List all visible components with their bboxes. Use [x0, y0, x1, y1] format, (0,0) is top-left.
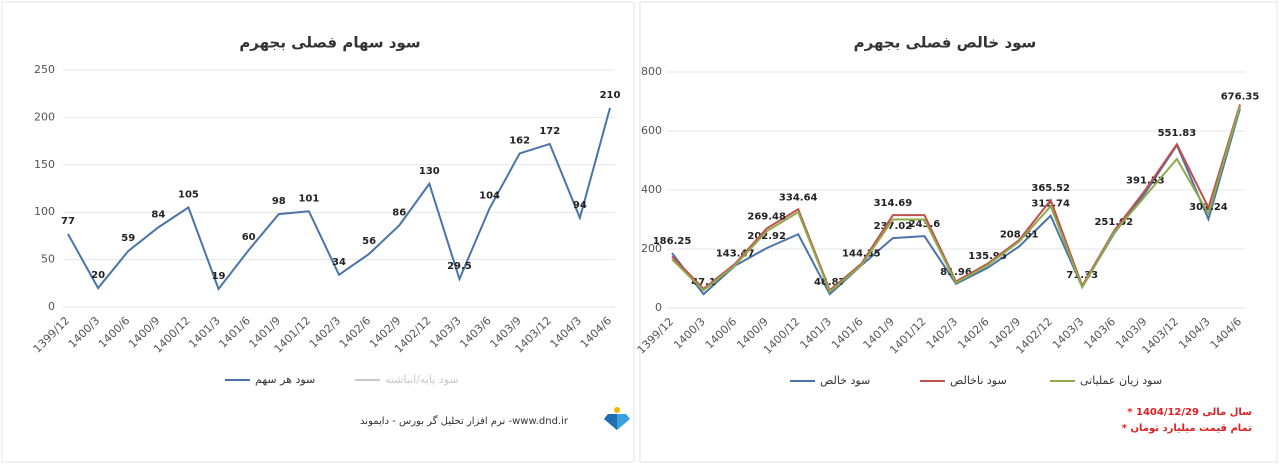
- data-label: 81.96: [940, 267, 972, 278]
- legend-label: سود خالص: [820, 374, 870, 387]
- x-tick-label: 1404/3: [1176, 315, 1213, 352]
- legend-label: سود پایه/انباشته: [385, 373, 459, 386]
- note: * سال مالی 1404/12/29: [1127, 407, 1252, 418]
- data-label: 243.6: [909, 219, 941, 230]
- data-label: 251.02: [1094, 217, 1133, 228]
- legend-label: سود زیان عملیاتی: [1080, 374, 1162, 387]
- data-label: 143.47: [716, 249, 755, 260]
- x-tick-label: 1404/6: [578, 314, 615, 351]
- data-label: 314.69: [874, 198, 913, 209]
- y-tick-label: 600: [641, 124, 662, 137]
- data-label: 186.25: [653, 236, 692, 247]
- x-tick-label: 1400/6: [703, 315, 740, 352]
- data-label: 77: [61, 216, 75, 227]
- data-label: 551.83: [1158, 128, 1197, 139]
- data-label: 210: [600, 90, 621, 101]
- x-tick-label: 1404/3: [548, 314, 585, 351]
- logo: [604, 407, 630, 430]
- x-tick-label: 1400/3: [671, 315, 708, 352]
- x-tick-label: 1402/6: [337, 314, 374, 351]
- data-label: 101: [298, 193, 319, 204]
- data-label: 312.74: [1031, 199, 1070, 210]
- x-tick-label: 1402/3: [924, 315, 961, 352]
- x-tick-label: 1400/3: [66, 314, 103, 351]
- y-tick-label: 150: [34, 158, 55, 171]
- y-tick-label: 200: [34, 110, 55, 123]
- data-label: 60: [242, 232, 256, 243]
- data-label: 47.1: [691, 277, 716, 288]
- data-label: 202.92: [747, 231, 786, 242]
- legend-label: سود هر سهم: [255, 373, 315, 386]
- data-label: 59: [121, 233, 135, 244]
- series-line: [671, 105, 1241, 294]
- data-label: 94: [573, 200, 587, 211]
- right-panel: [639, 1, 1278, 463]
- data-label: 208.61: [1000, 229, 1039, 240]
- x-tick-label: 1401/3: [186, 314, 223, 351]
- series-line: [67, 107, 611, 292]
- y-tick-label: 400: [641, 183, 662, 196]
- x-tick-label: 1403/3: [1050, 315, 1087, 352]
- data-label: 172: [539, 126, 560, 137]
- y-tick-label: 0: [48, 300, 55, 313]
- data-label: 20: [91, 270, 105, 281]
- y-tick-label: 50: [41, 253, 55, 266]
- data-label: 269.48: [747, 212, 786, 223]
- note: * تمام قیمت میلیارد تومان: [1122, 423, 1252, 434]
- chart-title: سود سهام فصلی بجهرم: [239, 34, 420, 52]
- series-line: [671, 104, 1241, 292]
- x-tick-label: 1403/6: [1081, 315, 1118, 352]
- x-tick-label: 1401/6: [216, 314, 253, 351]
- x-tick-label: 1402/6: [955, 315, 992, 352]
- data-label: 34: [332, 257, 346, 268]
- data-label: 104: [479, 190, 500, 201]
- data-label: 19: [212, 271, 226, 282]
- data-label: 676.35: [1221, 91, 1260, 102]
- data-label: 46.87: [814, 277, 846, 288]
- data-label: 162: [509, 135, 530, 146]
- brand: نرم افزار تحلیل گر بورس - دایموند -www.d…: [360, 415, 569, 427]
- x-tick-label: 1404/6: [1208, 315, 1245, 352]
- data-label: 29.5: [447, 261, 472, 272]
- x-tick-label: 1402/3: [307, 314, 344, 351]
- x-tick-label: 1401/3: [797, 315, 834, 352]
- y-tick-label: 250: [34, 63, 55, 76]
- data-label: 84: [151, 209, 165, 220]
- data-label: 130: [419, 166, 440, 177]
- y-tick-label: 100: [34, 205, 55, 218]
- x-tick-label: 1399/12: [635, 315, 677, 357]
- data-label: 391.53: [1126, 175, 1165, 186]
- data-label: 144.35: [842, 248, 881, 259]
- y-tick-label: 200: [641, 242, 662, 255]
- chart-title: سود خالص فصلی بجهرم: [854, 34, 1037, 52]
- data-label: 98: [272, 196, 286, 207]
- data-label: 71.33: [1066, 270, 1098, 281]
- data-label: 56: [362, 236, 376, 247]
- data-label: 86: [392, 207, 406, 218]
- x-tick-label: 1401/6: [829, 315, 866, 352]
- x-tick-label: 1403/6: [457, 314, 494, 351]
- x-tick-label: 1399/12: [31, 314, 73, 356]
- left-panel: [1, 1, 635, 463]
- y-tick-label: 800: [641, 65, 662, 78]
- data-label: 105: [178, 189, 199, 200]
- y-tick-label: 0: [655, 301, 662, 314]
- data-label: 334.64: [779, 192, 818, 203]
- x-tick-label: 1400/6: [96, 314, 133, 351]
- x-tick-label: 1403/3: [427, 314, 464, 351]
- data-label: 365.52: [1031, 183, 1070, 194]
- data-label: 237.02: [874, 221, 913, 232]
- legend-label: سود ناخالص: [950, 374, 1007, 387]
- data-label: 135.95: [968, 251, 1007, 262]
